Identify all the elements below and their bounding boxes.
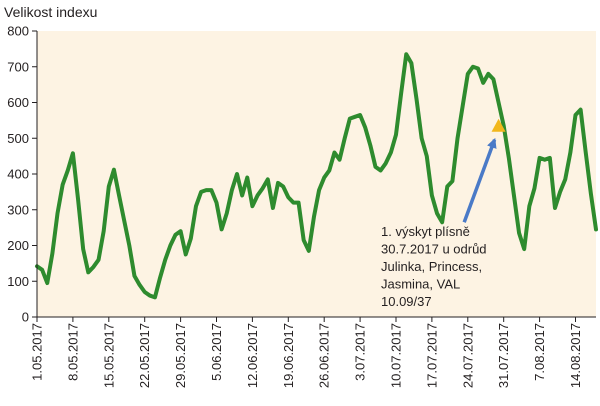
y-tick-label: 500 [7, 131, 29, 146]
annotation-text: 1. výskyt plísně 30.7.2017 u odrůd Julinka… [381, 224, 487, 309]
y-axis-title: Velikost indexu [4, 4, 97, 20]
x-tick-label: 10.07.2017 [388, 323, 403, 388]
y-tick-label: 100 [7, 274, 29, 289]
x-tick-label: 3.07.2017 [353, 323, 368, 381]
annotation-line: Jasmina, VAL [381, 277, 460, 292]
x-tick-label: 12.06.2017 [245, 323, 260, 388]
annotation-line: Julinka, Princess, [381, 259, 482, 274]
x-tick-label: 29.05.2017 [173, 323, 188, 388]
plot-area [37, 31, 596, 317]
y-tick-label: 600 [7, 95, 29, 110]
x-tick-label: 26.06.2017 [317, 323, 332, 388]
annotation-line: 1. výskyt plísně [381, 224, 470, 239]
y-tick-label: 700 [7, 59, 29, 74]
annotation-line: 30.7.2017 u odrůd [381, 242, 487, 257]
y-tick-label: 400 [7, 167, 29, 182]
x-tick-label: 22.05.2017 [137, 323, 152, 388]
annotation-line: 10.09/37 [381, 294, 432, 309]
x-tick-label: 8.05.2017 [65, 323, 80, 381]
y-tick-label: 300 [7, 202, 29, 217]
y-tick-label: 0 [22, 310, 29, 325]
y-tick-label: 200 [7, 238, 29, 253]
x-tick-label: 1.05.2017 [30, 323, 45, 381]
x-tick-label: 24.07.2017 [460, 323, 475, 388]
x-axis: 1.05.2017 8.05.2017 15.05.2017 22.05.2017 29… [30, 317, 583, 388]
x-tick-label: 5.06.2017 [209, 323, 224, 381]
x-tick-label: 15.05.2017 [101, 323, 116, 388]
x-tick-label: 14.08.2017 [568, 323, 583, 388]
y-axis: 0 100 200 300 400 500 600 700 800 [7, 24, 37, 325]
x-tick-label: 31.07.2017 [496, 323, 511, 388]
x-tick-label: 19.06.2017 [281, 323, 296, 388]
y-tick-label: 800 [7, 24, 29, 39]
x-tick-label: 7.08.2017 [532, 323, 547, 381]
first-occurrence-marker [491, 118, 506, 132]
series-line-velikost-indexu [35, 52, 598, 300]
x-tick-label: 17.07.2017 [424, 323, 439, 388]
annotation-arrow [462, 137, 497, 223]
